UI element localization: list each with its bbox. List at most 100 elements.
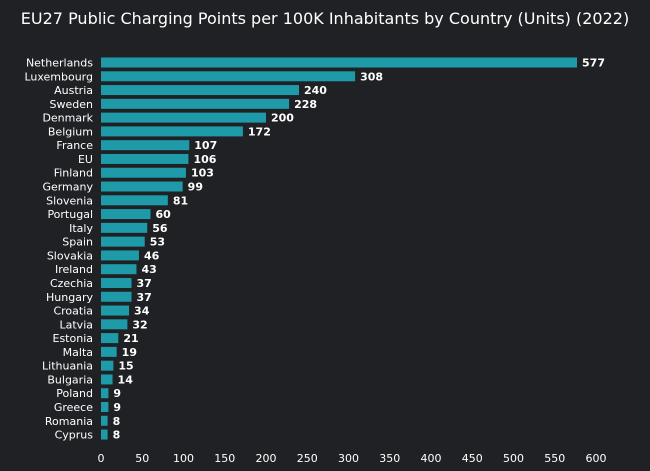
category-label: Czechia xyxy=(50,277,93,290)
category-label: Slovenia xyxy=(46,194,93,207)
category-label: Hungary xyxy=(46,291,93,304)
value-label: 308 xyxy=(360,70,383,83)
bar xyxy=(101,195,168,206)
bar xyxy=(101,388,109,399)
category-label: Lithuania xyxy=(42,360,93,373)
bar xyxy=(101,153,189,164)
x-tick-label: 100 xyxy=(173,452,194,465)
category-label: Malta xyxy=(63,346,93,359)
category-label: Latvia xyxy=(60,318,94,331)
value-label: 43 xyxy=(141,263,156,276)
value-label: 46 xyxy=(144,249,160,262)
value-label: 32 xyxy=(132,318,147,331)
bar xyxy=(101,112,266,123)
category-label: Sweden xyxy=(50,98,93,111)
category-label: EU xyxy=(78,153,93,166)
category-label: Finland xyxy=(54,167,93,180)
bar xyxy=(101,305,130,316)
x-tick-label: 450 xyxy=(462,452,483,465)
category-label: Luxembourg xyxy=(24,70,93,83)
x-tick-label: 250 xyxy=(297,452,318,465)
x-tick-label: 350 xyxy=(379,452,400,465)
category-label: Denmark xyxy=(42,112,93,125)
chart-title: EU27 Public Charging Points per 100K Inh… xyxy=(20,9,630,28)
category-label: Slovakia xyxy=(47,249,93,262)
category-label: France xyxy=(56,139,93,152)
value-label: 103 xyxy=(191,167,214,180)
x-tick-label: 0 xyxy=(98,452,105,465)
value-label: 172 xyxy=(248,125,271,138)
category-label: Estonia xyxy=(53,332,94,345)
category-label: Cyprus xyxy=(55,429,94,442)
category-label: Spain xyxy=(62,236,93,249)
value-label: 106 xyxy=(193,153,216,166)
value-label: 200 xyxy=(271,112,294,125)
value-label: 240 xyxy=(304,84,327,97)
x-tick-label: 50 xyxy=(135,452,149,465)
bar xyxy=(101,346,117,357)
category-label: Portugal xyxy=(47,208,93,221)
x-tick-label: 200 xyxy=(256,452,277,465)
value-label: 9 xyxy=(113,387,121,400)
value-label: 19 xyxy=(122,346,137,359)
bar xyxy=(101,277,132,288)
bar xyxy=(101,360,114,371)
value-label: 37 xyxy=(137,291,152,304)
x-tick-label: 500 xyxy=(503,452,524,465)
x-tick-label: 150 xyxy=(214,452,235,465)
value-label: 34 xyxy=(134,305,150,318)
value-label: 56 xyxy=(152,222,168,235)
bar xyxy=(101,167,186,178)
value-label: 37 xyxy=(137,277,152,290)
category-label: Ireland xyxy=(55,263,93,276)
bar xyxy=(101,250,139,261)
category-label: Italy xyxy=(69,222,93,235)
value-label: 228 xyxy=(294,98,317,111)
bar xyxy=(101,98,290,109)
value-label: 53 xyxy=(150,236,165,249)
category-label: Germany xyxy=(42,181,93,194)
bar xyxy=(101,415,108,426)
value-label: 577 xyxy=(582,57,605,70)
bar xyxy=(101,222,148,233)
category-label: Greece xyxy=(54,401,93,414)
category-label: Poland xyxy=(56,387,93,400)
value-label: 9 xyxy=(113,401,121,414)
bar xyxy=(101,333,119,344)
bar xyxy=(101,374,113,385)
x-tick-label: 400 xyxy=(421,452,442,465)
value-label: 81 xyxy=(173,194,188,207)
value-label: 99 xyxy=(188,181,203,194)
category-label: Austria xyxy=(54,84,93,97)
value-label: 14 xyxy=(118,373,134,386)
bar xyxy=(101,140,190,151)
bar xyxy=(101,236,145,247)
bar xyxy=(101,57,578,68)
category-label: Belgium xyxy=(48,125,93,138)
bar xyxy=(101,126,243,137)
category-label: Croatia xyxy=(53,305,93,318)
value-label: 60 xyxy=(156,208,172,221)
value-label: 8 xyxy=(113,415,121,428)
bar xyxy=(101,402,109,412)
bar xyxy=(101,85,299,96)
x-tick-label: 600 xyxy=(586,452,607,465)
value-label: 107 xyxy=(194,139,217,152)
bar xyxy=(101,71,356,82)
category-label: Netherlands xyxy=(26,57,93,70)
category-label: Romania xyxy=(45,415,93,428)
category-label: Bulgaria xyxy=(47,373,93,386)
value-label: 15 xyxy=(118,360,133,373)
bar xyxy=(101,209,151,220)
bar xyxy=(101,181,183,192)
bar xyxy=(101,291,132,302)
value-label: 8 xyxy=(113,429,121,442)
bar xyxy=(101,429,108,440)
x-tick-label: 550 xyxy=(544,452,565,465)
bar xyxy=(101,319,128,330)
value-label: 21 xyxy=(123,332,138,345)
x-tick-label: 300 xyxy=(338,452,359,465)
bar xyxy=(101,264,137,275)
